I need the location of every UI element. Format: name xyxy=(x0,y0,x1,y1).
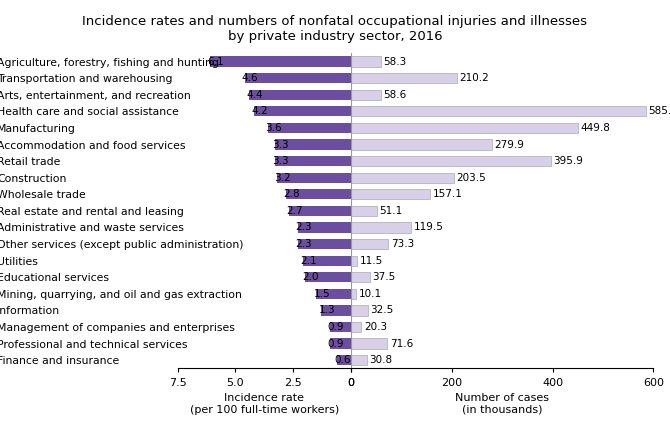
Text: 157.1: 157.1 xyxy=(433,189,463,199)
Text: 119.5: 119.5 xyxy=(414,222,444,233)
Bar xyxy=(337,355,351,366)
Bar xyxy=(351,239,388,249)
Bar xyxy=(330,322,351,332)
Bar xyxy=(351,272,370,282)
Text: 71.6: 71.6 xyxy=(390,339,413,348)
Bar xyxy=(351,339,387,349)
Text: 4.4: 4.4 xyxy=(247,90,263,100)
Bar xyxy=(275,139,351,150)
Text: 449.8: 449.8 xyxy=(580,123,610,133)
Text: 4.6: 4.6 xyxy=(242,73,259,83)
Bar xyxy=(351,106,646,116)
Text: 2.8: 2.8 xyxy=(283,189,300,199)
Text: 3.2: 3.2 xyxy=(274,173,291,183)
Bar xyxy=(351,256,357,266)
Text: 20.3: 20.3 xyxy=(364,322,387,332)
Text: 30.8: 30.8 xyxy=(369,355,393,365)
Bar xyxy=(305,272,351,282)
Bar xyxy=(289,206,351,216)
Text: Incidence rates and numbers of nonfatal occupational injuries and illnesses
by p: Incidence rates and numbers of nonfatal … xyxy=(82,15,588,43)
Text: 10.1: 10.1 xyxy=(359,289,382,299)
Text: 3.3: 3.3 xyxy=(272,139,289,150)
Bar xyxy=(351,173,454,183)
Text: 0.9: 0.9 xyxy=(328,339,344,348)
Bar xyxy=(316,289,351,299)
Bar xyxy=(286,189,351,199)
X-axis label: Number of cases
(in thousands): Number of cases (in thousands) xyxy=(455,393,549,414)
Bar xyxy=(351,206,377,216)
Bar xyxy=(351,222,411,233)
Text: 210.2: 210.2 xyxy=(460,73,489,83)
Text: 2.3: 2.3 xyxy=(295,239,312,249)
Text: 395.9: 395.9 xyxy=(553,156,583,166)
Bar xyxy=(351,73,457,83)
Bar xyxy=(321,305,351,316)
Text: 2.1: 2.1 xyxy=(299,256,316,266)
Bar xyxy=(351,89,381,100)
Text: 0.6: 0.6 xyxy=(334,355,351,365)
Bar xyxy=(351,322,361,332)
Bar xyxy=(275,156,351,166)
Text: 3.6: 3.6 xyxy=(265,123,281,133)
Bar xyxy=(254,106,351,116)
Bar xyxy=(298,239,351,249)
Bar xyxy=(351,139,492,150)
Text: 6.1: 6.1 xyxy=(207,57,224,66)
Text: 2.3: 2.3 xyxy=(295,222,312,233)
Bar xyxy=(351,355,366,366)
Bar xyxy=(245,73,351,83)
Text: 1.5: 1.5 xyxy=(314,289,330,299)
Text: 37.5: 37.5 xyxy=(373,272,396,282)
Bar xyxy=(303,256,351,266)
Bar xyxy=(351,289,356,299)
Text: 58.3: 58.3 xyxy=(383,57,406,66)
Text: 11.5: 11.5 xyxy=(360,256,383,266)
Bar xyxy=(330,339,351,349)
Text: 73.3: 73.3 xyxy=(391,239,414,249)
Text: 1.3: 1.3 xyxy=(318,305,335,315)
Bar xyxy=(268,123,351,133)
Text: 203.5: 203.5 xyxy=(456,173,486,183)
Text: 2.0: 2.0 xyxy=(302,272,319,282)
Bar xyxy=(249,89,351,100)
Text: 585.8: 585.8 xyxy=(649,106,670,116)
Bar xyxy=(298,222,351,233)
Text: 0.9: 0.9 xyxy=(328,322,344,332)
Text: 279.9: 279.9 xyxy=(494,139,525,150)
Text: 51.1: 51.1 xyxy=(379,206,403,216)
X-axis label: Incidence rate
(per 100 full-time workers): Incidence rate (per 100 full-time worker… xyxy=(190,393,339,414)
Bar xyxy=(277,173,351,183)
Bar xyxy=(351,305,368,316)
Text: 2.7: 2.7 xyxy=(286,206,303,216)
Text: 32.5: 32.5 xyxy=(370,305,393,315)
Bar xyxy=(210,56,351,67)
Bar xyxy=(351,156,551,166)
Text: 3.3: 3.3 xyxy=(272,156,289,166)
Bar xyxy=(351,56,381,67)
Text: 58.6: 58.6 xyxy=(383,90,407,100)
Bar xyxy=(351,189,430,199)
Text: 4.2: 4.2 xyxy=(251,106,268,116)
Bar xyxy=(351,123,578,133)
